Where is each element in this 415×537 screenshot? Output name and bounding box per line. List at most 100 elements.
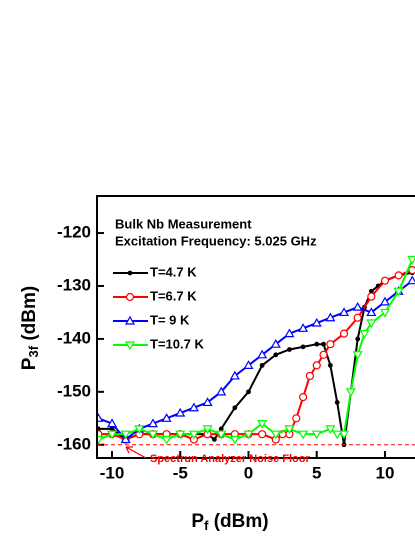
marker — [125, 292, 135, 302]
marker — [332, 430, 343, 440]
marker — [211, 437, 217, 442]
y-tick-label: -140 — [57, 328, 91, 347]
marker — [229, 435, 240, 445]
marker — [120, 430, 131, 440]
marker — [352, 351, 363, 360]
marker — [188, 430, 199, 440]
marker — [124, 315, 136, 325]
marker — [366, 319, 377, 329]
marker — [407, 255, 415, 265]
marker — [394, 271, 403, 280]
marker — [298, 393, 308, 402]
marker — [298, 323, 309, 332]
marker — [161, 413, 172, 422]
marker — [188, 402, 199, 412]
marker — [334, 400, 340, 405]
marker — [379, 308, 391, 318]
marker — [270, 430, 281, 440]
marker — [147, 418, 158, 428]
x-tick-label: -10 — [100, 463, 125, 482]
x-tick-label: 5 — [312, 463, 321, 482]
annotation-arrow — [125, 446, 147, 459]
marker — [284, 328, 295, 338]
y-tick-label: -150 — [57, 381, 91, 400]
marker — [273, 352, 279, 358]
marker — [127, 270, 133, 276]
marker — [216, 430, 227, 440]
marker — [359, 330, 370, 339]
marker — [270, 338, 281, 348]
marker — [353, 313, 362, 322]
marker — [97, 435, 104, 445]
marker — [321, 341, 326, 347]
marker — [311, 317, 322, 327]
x-tick-label: 0 — [244, 463, 253, 482]
marker — [202, 397, 213, 407]
chart-subtitle: Excitation Frequency: 5.025 GHz — [115, 233, 317, 248]
marker — [229, 370, 240, 380]
marker — [393, 287, 404, 297]
marker — [314, 341, 320, 347]
marker — [232, 405, 238, 411]
marker — [257, 419, 268, 429]
marker — [300, 344, 306, 350]
series-line — [98, 259, 414, 441]
marker — [298, 430, 309, 440]
marker — [305, 371, 315, 381]
marker — [147, 430, 158, 440]
chart-title: Bulk Nb Measurement — [115, 216, 252, 231]
marker — [338, 307, 350, 317]
marker — [97, 413, 104, 422]
marker — [355, 336, 361, 342]
marker — [311, 430, 322, 440]
marker — [352, 301, 363, 311]
marker — [287, 347, 292, 352]
marker — [338, 430, 350, 440]
marker — [367, 292, 376, 301]
y-tick-label: -120 — [57, 223, 91, 242]
marker — [284, 425, 295, 435]
marker — [243, 430, 254, 440]
marker — [106, 418, 118, 428]
marker — [312, 361, 321, 370]
marker — [380, 276, 390, 285]
marker — [175, 430, 186, 440]
marker — [202, 425, 213, 435]
legend-label: T=10.7 K — [150, 336, 204, 351]
marker — [379, 296, 391, 306]
axis-frame — [96, 195, 415, 459]
x-tick-label: 10 — [376, 463, 395, 482]
series-line — [98, 271, 413, 445]
marker — [319, 350, 328, 359]
legend-label: T=4.7 K — [150, 264, 197, 279]
marker — [339, 329, 349, 338]
y-tick-label: -130 — [57, 275, 91, 294]
marker — [175, 407, 186, 417]
y-tick-label: -160 — [57, 434, 91, 453]
marker — [292, 414, 301, 423]
marker — [326, 340, 335, 349]
marker — [124, 341, 136, 351]
marker — [257, 349, 268, 359]
marker — [345, 388, 356, 398]
series-line — [98, 269, 413, 441]
marker — [246, 389, 251, 395]
legend-label: T=6.7 K — [150, 288, 197, 303]
annotation: Spectrun Analyzer Noise Floor — [150, 453, 310, 465]
marker — [366, 307, 377, 317]
marker — [325, 425, 336, 435]
marker — [243, 360, 254, 369]
x-axis-label: Pf (dBm) — [191, 511, 268, 533]
marker — [259, 362, 265, 368]
marker — [106, 430, 118, 440]
marker — [325, 312, 336, 322]
y-axis-label: P3f (dBm) — [19, 286, 41, 370]
marker — [407, 275, 415, 285]
marker — [327, 362, 333, 368]
marker — [134, 425, 145, 435]
marker — [258, 430, 267, 439]
marker — [216, 386, 227, 396]
marker — [161, 435, 172, 445]
legend-label: T= 9 K — [150, 312, 190, 327]
